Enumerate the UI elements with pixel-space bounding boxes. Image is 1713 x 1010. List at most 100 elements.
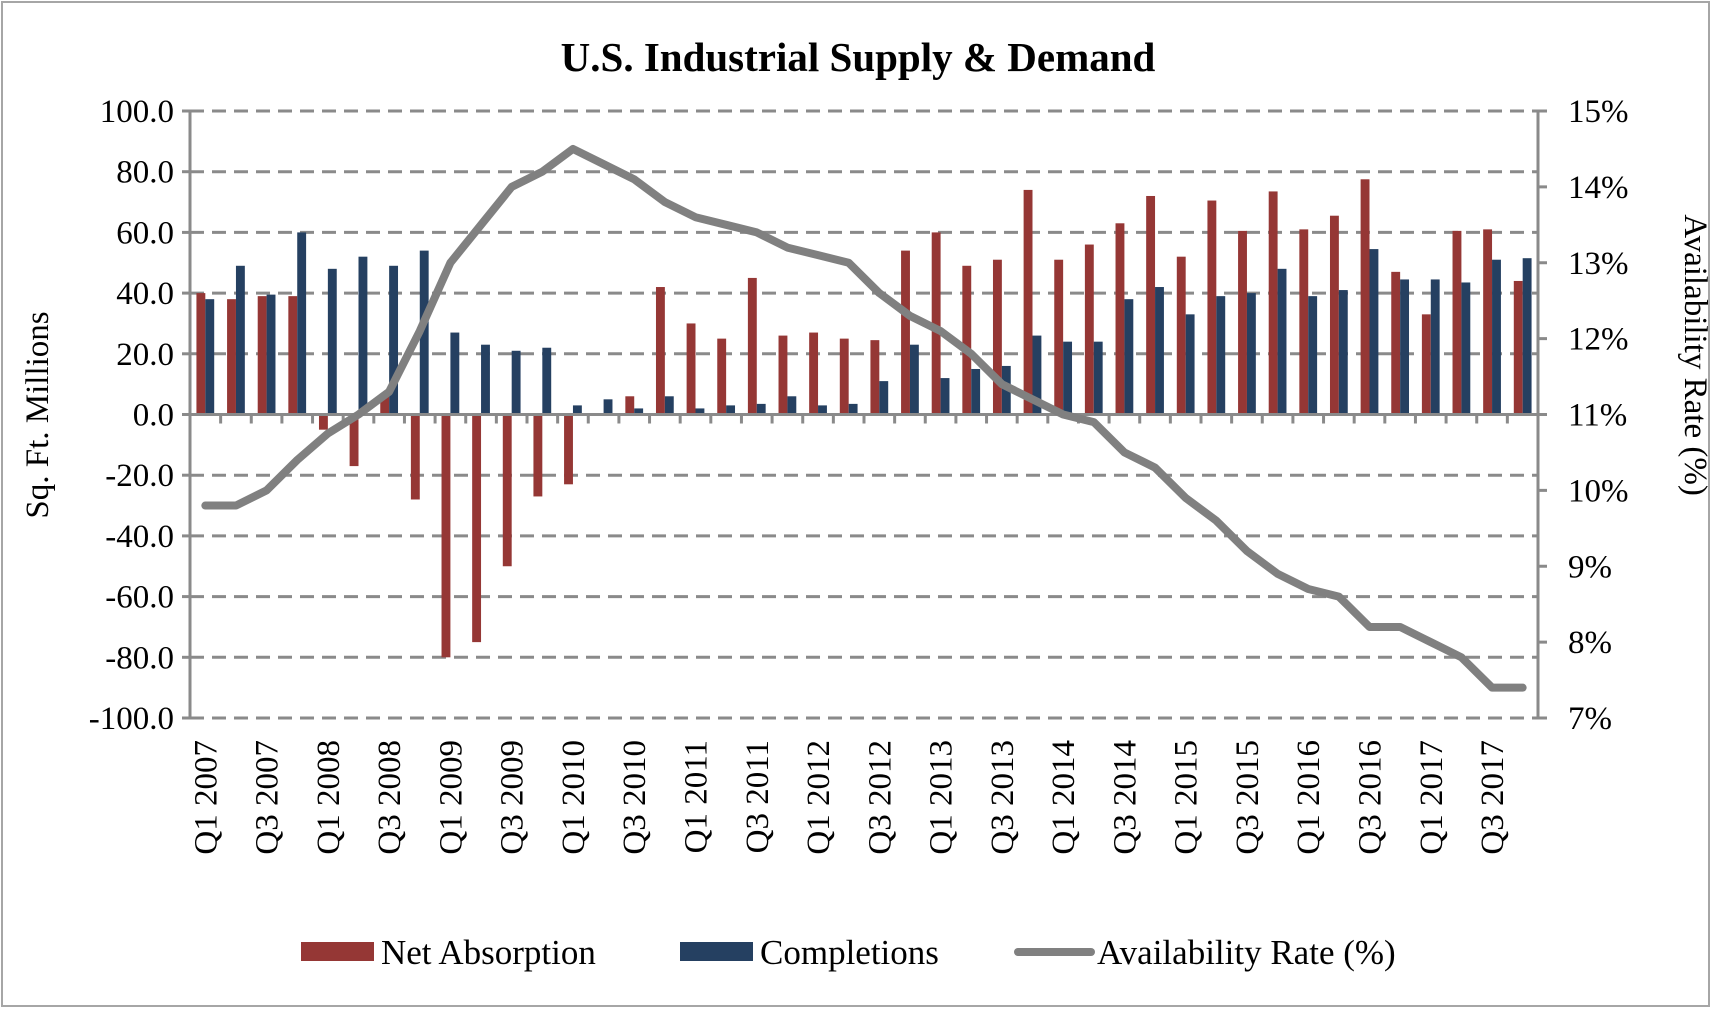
net-absorption-bar [196,293,206,415]
completions-bar [266,294,276,415]
chart-title: U.S. Industrial Supply & Demand [561,34,1156,80]
y2-tick-label: 14% [1568,170,1629,206]
x-tick-label: Q3 2017 [1475,740,1511,855]
x-tick-label: Q1 2012 [801,740,837,855]
completions-bar [481,344,490,415]
x-tick-label: Q1 2009 [433,740,469,855]
net-absorption-bar [1391,271,1401,415]
x-tick-label: Q1 2013 [924,740,960,855]
completions-bar [818,405,827,415]
y-axis-ticks: 100.0 80.0 60.0 40.0 20.0 0.0 -20.0 -40.0 -60.0 -… [89,94,174,737]
net-absorption-bar [901,250,910,415]
completions-bar [1032,335,1042,415]
x-tick-label: Q3 2011 [740,740,776,853]
net-absorption-bar [1483,229,1493,415]
completions-bar [572,405,582,415]
legend: Net Absorption Completions Availability … [301,933,1396,972]
completions-bar [1185,314,1195,415]
completions-bar [1461,282,1471,415]
net-absorption-bar [962,265,972,415]
x-tick-label: Q1 2015 [1169,740,1205,855]
legend-swatch-completions [680,942,753,961]
net-absorption-bar [1146,195,1156,415]
x-tick-label: Q3 2010 [617,740,653,855]
completions-bar [1400,279,1410,415]
axes [182,109,1547,720]
completions-bar [1093,341,1103,415]
net-absorption-bar [655,287,665,415]
net-absorption-bar [992,259,1002,415]
net-absorption-bar [410,414,420,500]
completions-bar [603,399,613,415]
y-tick-label: 100.0 [100,94,174,130]
completions-bar [511,350,521,415]
completions-bar [971,368,981,415]
net-absorption-bar [870,340,880,415]
completions-bar [1522,258,1532,415]
net-absorption-bar [809,332,819,415]
y2-axis-label: Availability Rate (%) [1677,214,1713,496]
x-tick-label: Q1 2017 [1414,740,1450,855]
x-axis-ticks: Q1 2007 Q3 2007 Q1 2008 Q3 2008 Q1 2009 Q3 20… [188,740,1511,855]
completions-bar [542,347,552,415]
y-tick-label: 60.0 [116,215,174,251]
y2-tick-label: 8% [1568,625,1612,661]
x-tick-label: Q1 2014 [1046,740,1082,855]
x-tick-label: Q3 2014 [1107,740,1143,855]
completions-bar [1308,296,1318,415]
y2-axis-ticks: 15% 14% 13% 12% 11% 10% 9% 8% 7% [1568,94,1629,737]
net-absorption-bar [931,232,941,415]
x-tick-label: Q3 2012 [862,740,898,855]
y-tick-label: -40.0 [105,519,174,555]
legend-label-net-absorption: Net Absorption [381,933,596,972]
net-absorption-bar [1452,230,1462,415]
y-axis-label: Sq. Ft. Millions [20,311,56,518]
completions-bar [1430,279,1440,415]
net-absorption-bar [288,296,298,415]
net-absorption-bar [1084,244,1094,415]
net-absorption-bar [1023,189,1033,415]
y2-tick-label: 13% [1568,246,1629,282]
y-tick-label: -20.0 [105,458,174,494]
net-absorption-bar [686,323,696,415]
net-absorption-bar [349,414,359,467]
x-tick-label: Q3 2009 [495,740,531,855]
y-tick-label: 80.0 [116,155,174,191]
y-tick-label: 40.0 [116,276,174,312]
legend-label-completions: Completions [760,933,939,972]
legend-label-availability: Availability Rate (%) [1097,933,1396,972]
completions-bar [787,396,797,415]
net-absorption-bar [1176,256,1186,415]
net-absorption-bar [1329,215,1339,415]
completions-bar [879,381,889,415]
x-tick-label: Q3 2015 [1230,740,1266,855]
y-tick-label: 20.0 [116,337,174,373]
completions-bar [1492,259,1501,415]
net-absorption-bar [1268,191,1278,415]
x-tick-label: Q3 2013 [985,740,1021,855]
completions-bar [909,344,919,415]
x-tick-label: Q3 2008 [372,740,408,855]
net-absorption-bar [778,335,788,415]
x-tick-label: Q3 2016 [1353,740,1389,855]
y2-tick-label: 9% [1568,549,1612,585]
net-absorption-bar [472,414,482,643]
completions-bar [664,396,674,415]
net-absorption-bar [380,396,390,415]
net-absorption-bar [318,414,328,430]
completions-bar [1338,290,1348,415]
x-tick-label: Q1 2011 [679,740,715,853]
y2-tick-label: 11% [1568,398,1627,434]
completions-bar [756,403,766,415]
x-tick-label: Q1 2007 [188,740,224,855]
y-tick-label: -60.0 [105,580,174,616]
net-absorption-bar [717,338,727,415]
x-tick-label: Q3 2007 [250,740,286,855]
net-absorption-bar [1421,314,1431,415]
net-absorption-bar [1054,259,1064,415]
net-absorption-bar [564,414,573,485]
completions-bar [297,232,307,415]
net-absorption-bar [1238,230,1247,415]
bars [196,179,1532,658]
net-absorption-bar [1360,179,1370,415]
